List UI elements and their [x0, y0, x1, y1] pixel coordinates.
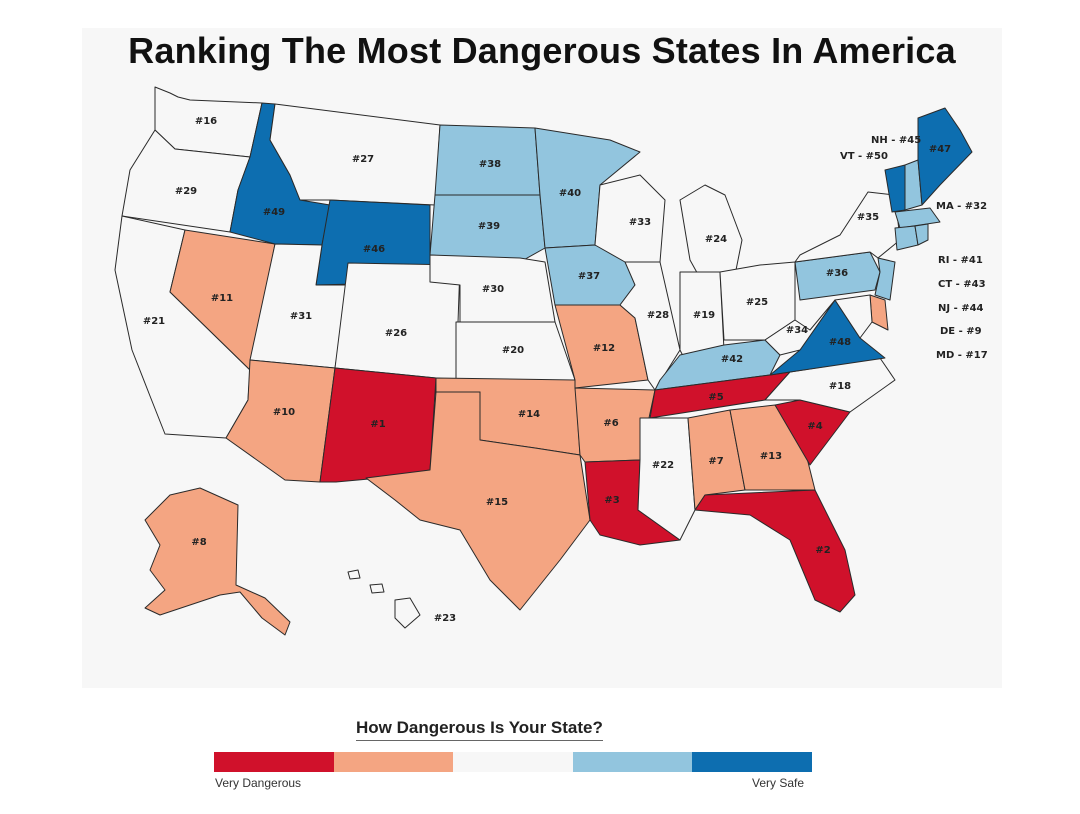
legend-high-label: Very Safe	[752, 776, 805, 790]
legend-title: How Dangerous Is Your State?	[356, 718, 603, 741]
label-ia: #37	[578, 271, 600, 282]
state-me[interactable]	[917, 107, 973, 206]
label-wa: #16	[195, 116, 217, 127]
legend-color-scale	[214, 752, 812, 772]
state-labels: #16 #29 #21 #11 #49 #27 #46 #31 #26 #10 …	[143, 116, 988, 624]
label-ut: #31	[290, 311, 312, 322]
label-id: #49	[263, 207, 285, 218]
label-ga: #13	[760, 451, 782, 462]
state-ak[interactable]	[144, 487, 291, 636]
legend-swatch-safe	[572, 752, 693, 772]
label-me: #47	[929, 144, 951, 155]
legend-swatch-very-dangerous	[214, 752, 334, 772]
label-de: DE - #9	[940, 326, 982, 337]
label-nc: #18	[829, 381, 851, 392]
label-al: #7	[708, 456, 723, 467]
label-tx: #15	[486, 497, 508, 508]
label-ar: #6	[603, 418, 618, 429]
state-nj[interactable]	[874, 257, 896, 301]
label-nj: NJ - #44	[938, 303, 984, 314]
map-title: Ranking The Most Dangerous States In Ame…	[128, 30, 956, 71]
label-ri: RI - #41	[938, 255, 983, 266]
label-ne: #30	[482, 284, 504, 295]
state-ga[interactable]	[729, 404, 816, 491]
label-ky: #42	[721, 354, 743, 365]
label-ms: #22	[652, 460, 674, 471]
label-wy: #46	[363, 244, 385, 255]
label-mo: #12	[593, 343, 615, 354]
legend-swatch-very-safe	[692, 752, 812, 772]
label-nh: NH - #45	[871, 135, 921, 146]
label-tn: #5	[708, 392, 723, 403]
label-md: MD - #17	[936, 350, 988, 361]
label-ks: #20	[502, 345, 524, 356]
label-fl: #2	[815, 545, 830, 556]
label-or: #29	[175, 186, 197, 197]
label-ak: #8	[191, 537, 206, 548]
state-ma[interactable]	[894, 207, 941, 229]
state-al[interactable]	[687, 409, 746, 511]
state-mi[interactable]	[679, 184, 743, 279]
state-fl[interactable]	[694, 489, 856, 613]
label-ok: #14	[518, 409, 540, 420]
label-az: #10	[273, 407, 295, 418]
states-layer	[114, 86, 973, 636]
label-mt: #27	[352, 154, 374, 165]
state-tx[interactable]	[365, 391, 591, 611]
label-hi: #23	[434, 613, 456, 624]
label-vt: VT - #50	[840, 151, 888, 162]
state-ny[interactable]	[794, 191, 901, 263]
state-sd[interactable]	[429, 194, 546, 263]
legend-swatch-neutral	[453, 752, 573, 772]
legend-swatch-dangerous	[333, 752, 454, 772]
state-il[interactable]	[619, 261, 681, 391]
us-map: #16 #29 #21 #11 #49 #27 #46 #31 #26 #10 …	[114, 86, 988, 636]
label-co: #26	[385, 328, 407, 339]
label-nv: #11	[211, 293, 233, 304]
state-hi-3[interactable]	[347, 569, 361, 580]
label-wv: #34	[786, 325, 808, 336]
state-ct[interactable]	[894, 225, 919, 251]
label-wi: #33	[629, 217, 651, 228]
label-mn: #40	[559, 188, 581, 199]
label-nd: #38	[479, 159, 501, 170]
label-sd: #39	[478, 221, 500, 232]
label-ny: #35	[857, 212, 879, 223]
label-ct: CT - #43	[938, 279, 986, 290]
label-sc: #4	[807, 421, 822, 432]
label-in: #19	[693, 310, 715, 321]
label-mi: #24	[705, 234, 727, 245]
state-md[interactable]	[834, 294, 873, 339]
state-de[interactable]	[869, 294, 889, 331]
label-ma: MA - #32	[936, 201, 987, 212]
label-la: #3	[604, 495, 619, 506]
label-pa: #36	[826, 268, 848, 279]
label-il: #28	[647, 310, 669, 321]
label-ca: #21	[143, 316, 165, 327]
state-hi-2[interactable]	[369, 583, 385, 594]
label-va: #48	[829, 337, 851, 348]
state-hi[interactable]	[394, 597, 421, 629]
label-nm: #1	[370, 419, 385, 430]
legend-low-label: Very Dangerous	[215, 776, 302, 790]
state-ri[interactable]	[914, 223, 929, 246]
label-oh: #25	[746, 297, 768, 308]
